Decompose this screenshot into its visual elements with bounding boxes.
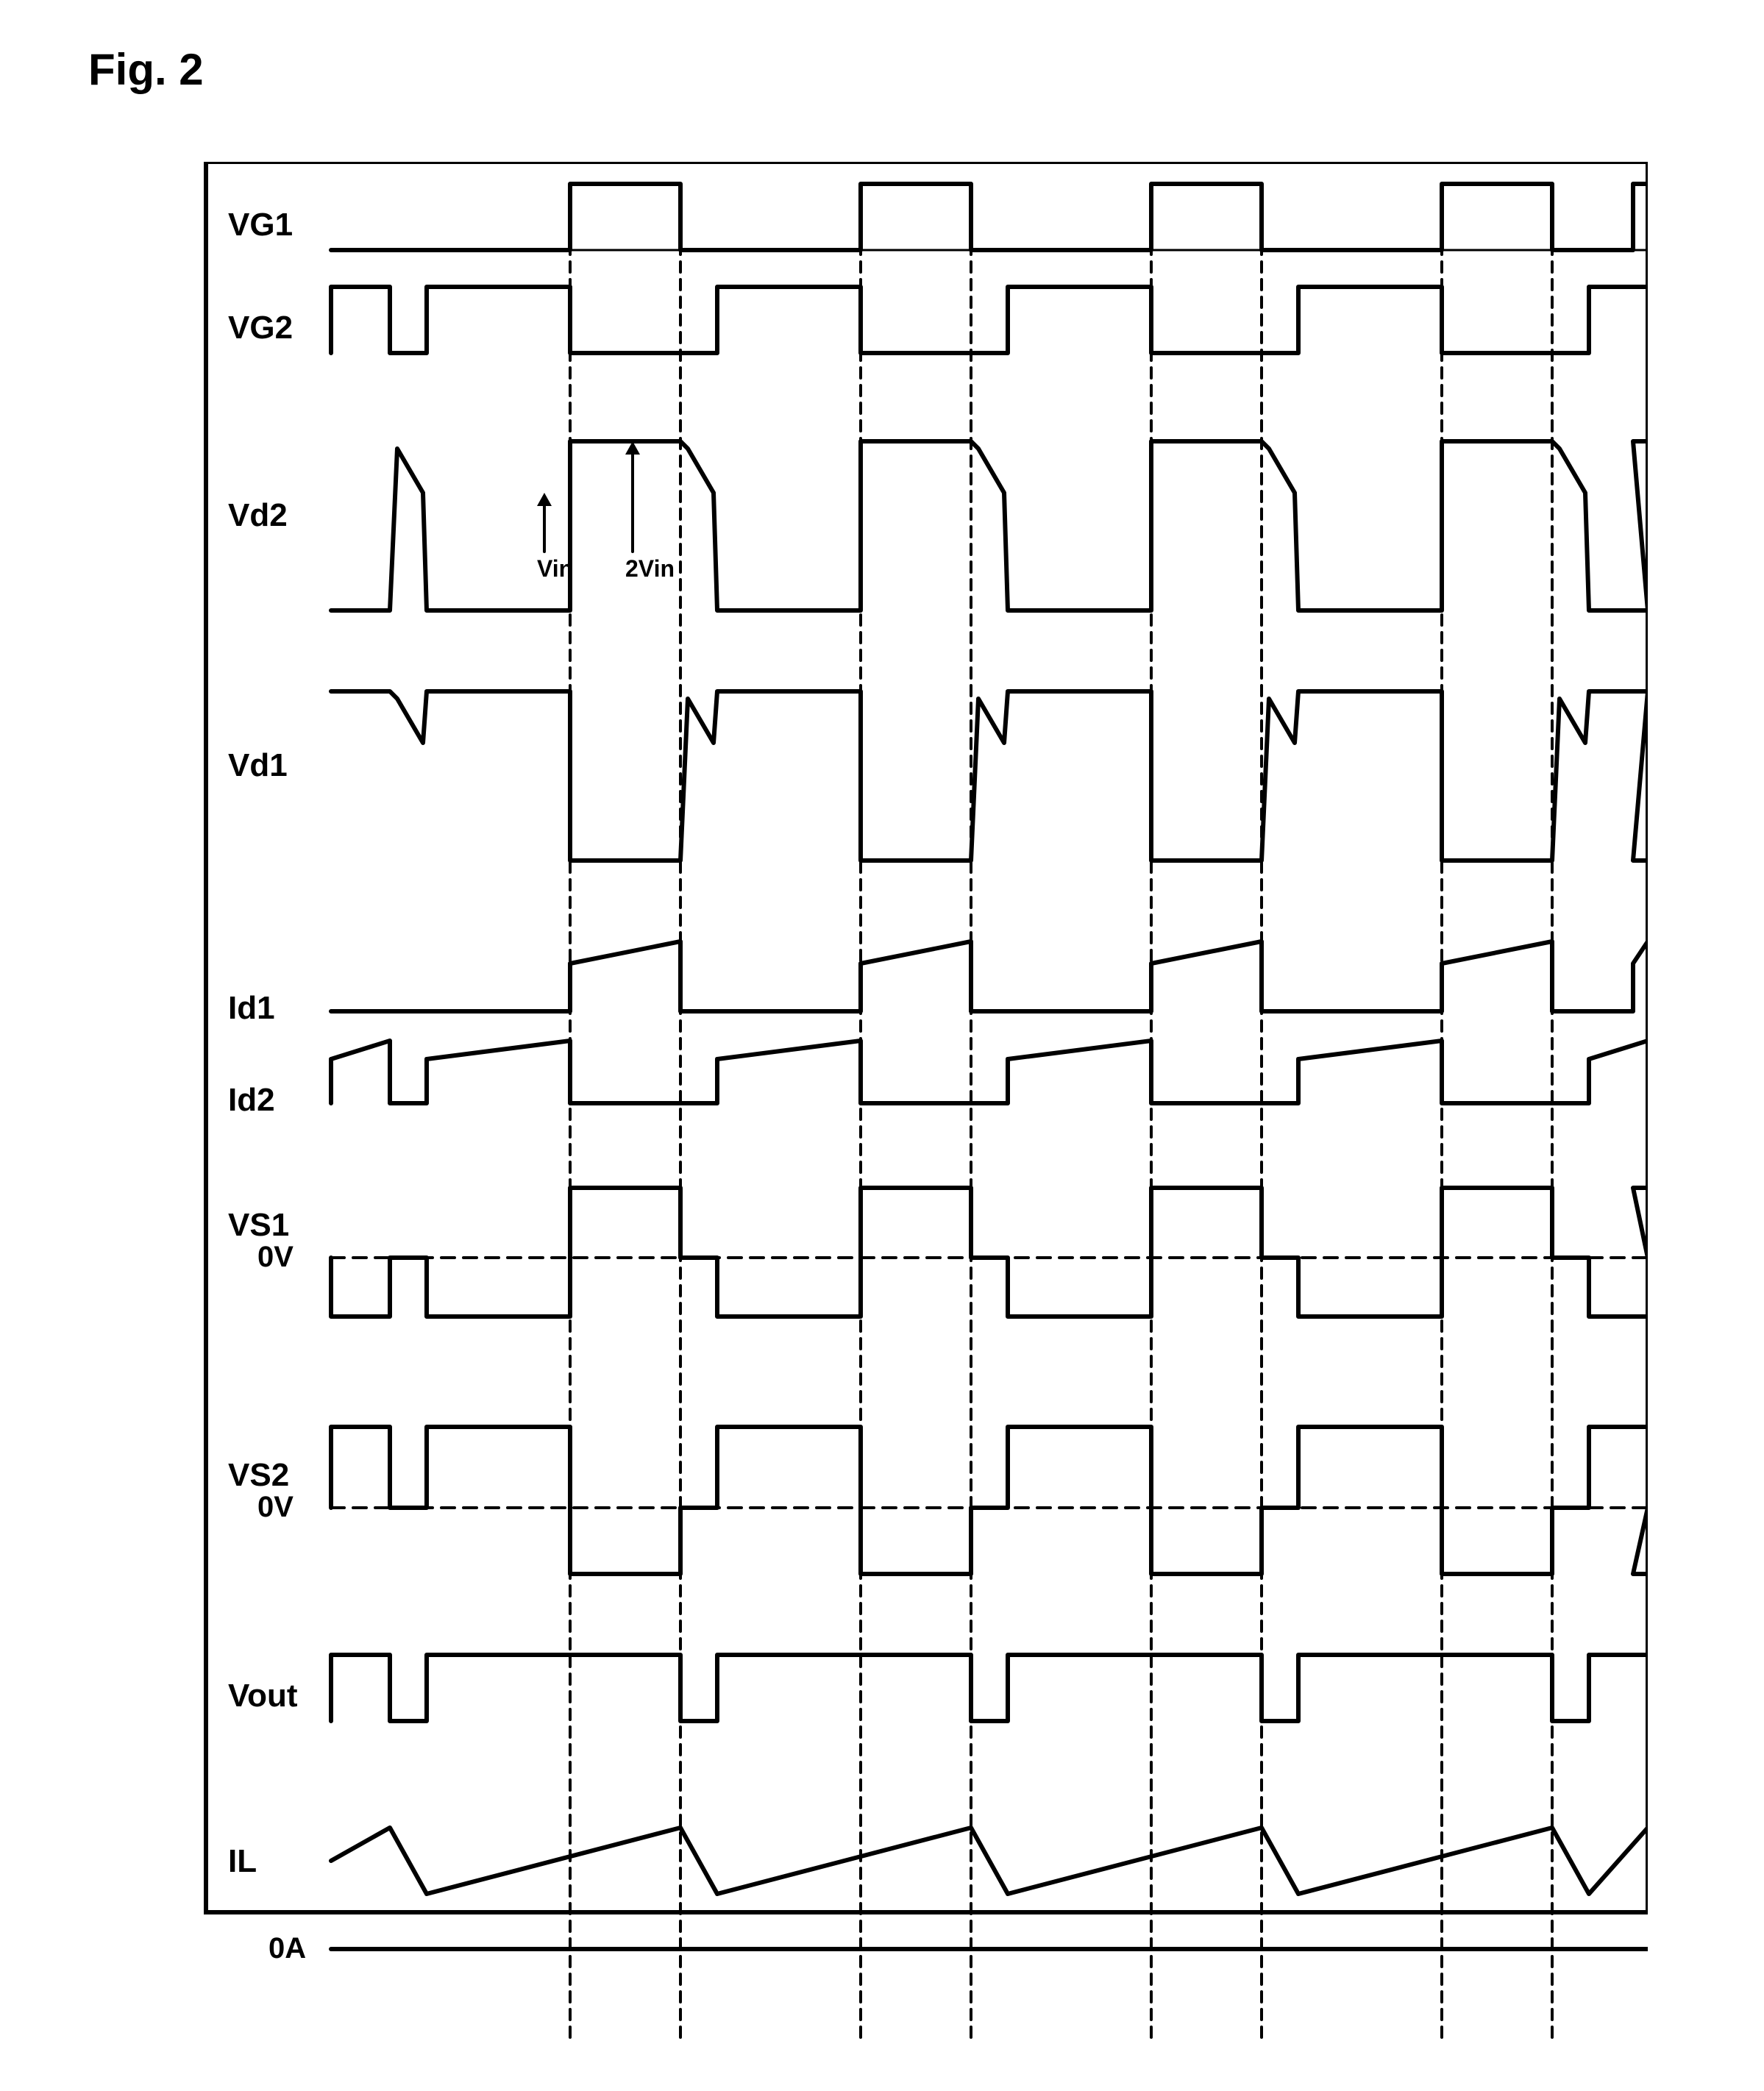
signal-label: Vout [228, 1678, 298, 1714]
signal-label: VS1 [228, 1207, 289, 1243]
trace-vs2 [331, 1427, 1648, 1574]
trace-vg1 [331, 184, 1648, 250]
annotation-arrowhead [537, 493, 552, 506]
signal-label: 0A [268, 1932, 306, 1964]
signal-label: VG1 [228, 207, 293, 243]
trace-vd2 [331, 441, 1648, 610]
trace-id1 [331, 941, 1648, 1011]
trace-vs1 [331, 1188, 1648, 1317]
signal-label: VS2 [228, 1457, 289, 1493]
signal-label: Id2 [228, 1082, 275, 1118]
signal-label: Id1 [228, 990, 275, 1026]
plot-frame [206, 162, 1648, 1912]
signal-label: 0V [257, 1491, 294, 1523]
signal-label: Vd2 [228, 497, 288, 533]
timing-diagram: VG1VG2Vd2Vin2VinVd1Id1Id2VS10VVS20VVoutI… [162, 162, 1648, 2045]
signal-label: Vd1 [228, 747, 288, 783]
signal-label: Vin [537, 555, 573, 582]
trace-il [331, 1828, 1648, 1894]
trace-vg2 [331, 287, 1648, 353]
signal-label: IL [228, 1843, 257, 1879]
trace-vd1 [331, 691, 1648, 861]
signal-label: VG2 [228, 310, 293, 346]
figure-title: Fig. 2 [88, 44, 204, 95]
signal-label: 0V [257, 1241, 294, 1273]
signal-label: 2Vin [625, 555, 675, 582]
trace-vout [331, 1655, 1648, 1721]
trace-id2 [331, 1041, 1648, 1103]
